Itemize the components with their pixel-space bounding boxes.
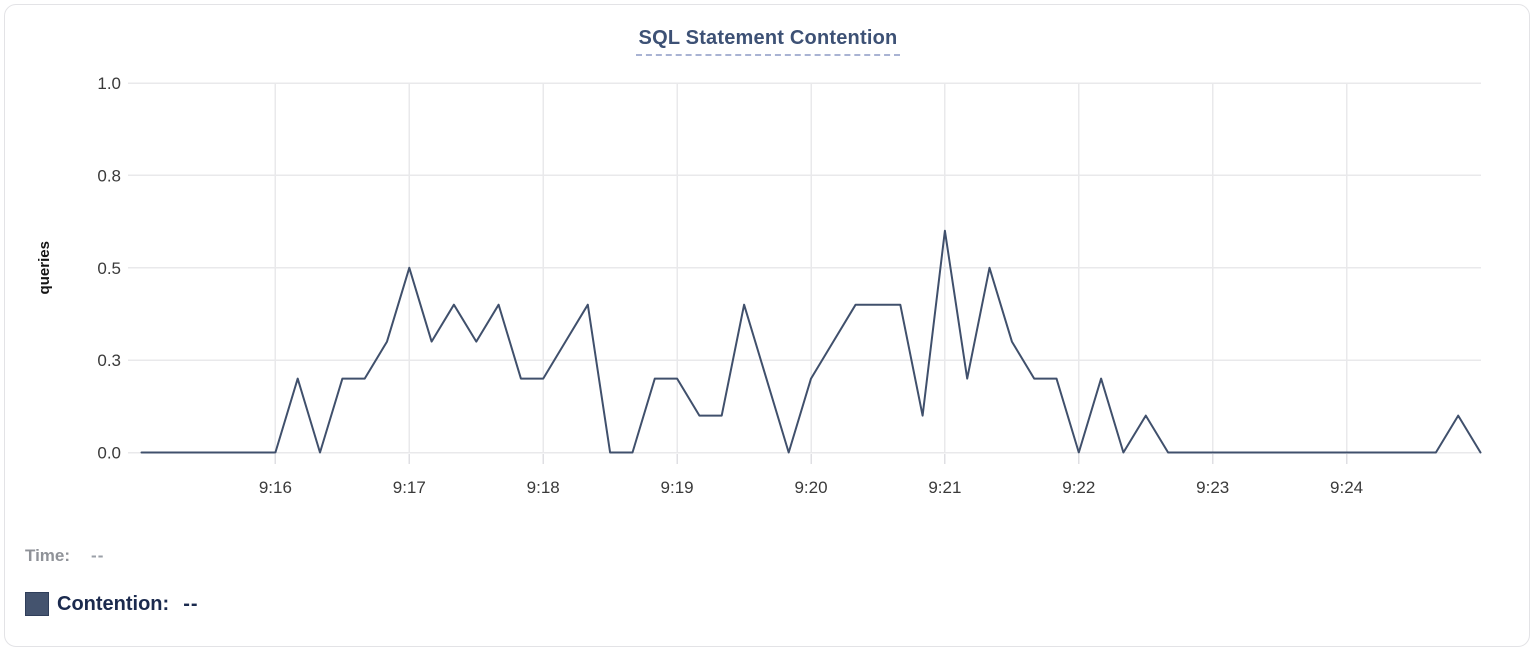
- y-axis-tick-label: 0.0: [97, 444, 121, 463]
- hover-time-row: Time: --: [25, 546, 199, 566]
- contention-series-swatch-icon: [25, 592, 49, 616]
- hover-time-value: --: [91, 546, 105, 565]
- y-axis-tick-label: 1.0: [97, 74, 121, 93]
- y-axis-tick-label: 0.3: [97, 351, 121, 370]
- x-axis-tick-label: 9:16: [259, 478, 292, 497]
- chart-hover-legend: Time: -- Contention: --: [25, 546, 199, 616]
- legend-contention-label: Contention:: [57, 592, 170, 615]
- x-axis-tick-label: 9:22: [1062, 478, 1095, 497]
- hover-time-label: Time:: [25, 546, 71, 565]
- x-axis-tick-label: 9:19: [661, 478, 694, 497]
- chart-card: [4, 4, 1530, 647]
- x-axis-tick-label: 9:18: [527, 478, 560, 497]
- x-axis-tick-label: 9:17: [393, 478, 426, 497]
- legend-contention-row[interactable]: Contention: --: [25, 592, 199, 616]
- x-axis-tick-label: 9:24: [1330, 478, 1363, 497]
- x-axis-tick-label: 9:23: [1196, 478, 1229, 497]
- x-axis-tick-label: 9:21: [928, 478, 961, 497]
- chart-title-row: SQL Statement Contention: [0, 27, 1536, 56]
- y-axis-tick-label: 0.8: [97, 166, 121, 185]
- legend-contention-value: --: [183, 592, 199, 615]
- chart-title[interactable]: SQL Statement Contention: [635, 27, 901, 56]
- contention-series-line: [140, 229, 1482, 454]
- x-axis-tick-label: 9:20: [794, 478, 827, 497]
- y-axis-title: queries: [36, 241, 53, 294]
- y-axis-tick-label: 0.5: [97, 259, 121, 278]
